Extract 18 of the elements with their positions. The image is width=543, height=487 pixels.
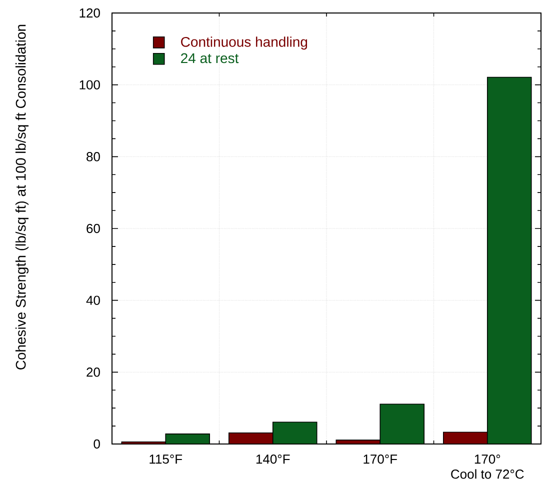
legend-label: 24 at rest bbox=[181, 53, 239, 64]
bar bbox=[443, 432, 488, 444]
bar bbox=[380, 404, 424, 444]
y-tick-label: 60 bbox=[86, 224, 100, 234]
bar bbox=[486, 76, 532, 444]
legend-label: Continuous handling bbox=[181, 36, 308, 50]
y-tick-label: 80 bbox=[86, 152, 100, 162]
bar bbox=[272, 422, 317, 444]
y-tick-label: 20 bbox=[86, 368, 100, 377]
y-tick-label: 120 bbox=[80, 8, 100, 18]
y-tick-label: 40 bbox=[86, 296, 100, 305]
x-tick-label: 170°F bbox=[364, 454, 398, 464]
x-tick-label: 140°F bbox=[256, 454, 290, 464]
y-tick-label: 100 bbox=[80, 80, 100, 90]
x-tick-label: 170° Cool to 72°C bbox=[451, 454, 524, 479]
y-tick-label: 0 bbox=[94, 439, 100, 449]
y-axis-title: Cohesive Strength (lb/sq ft) at 100 lb/sq ft Consolidation bbox=[15, 24, 29, 370]
x-tick-label: 115°F bbox=[150, 454, 182, 464]
